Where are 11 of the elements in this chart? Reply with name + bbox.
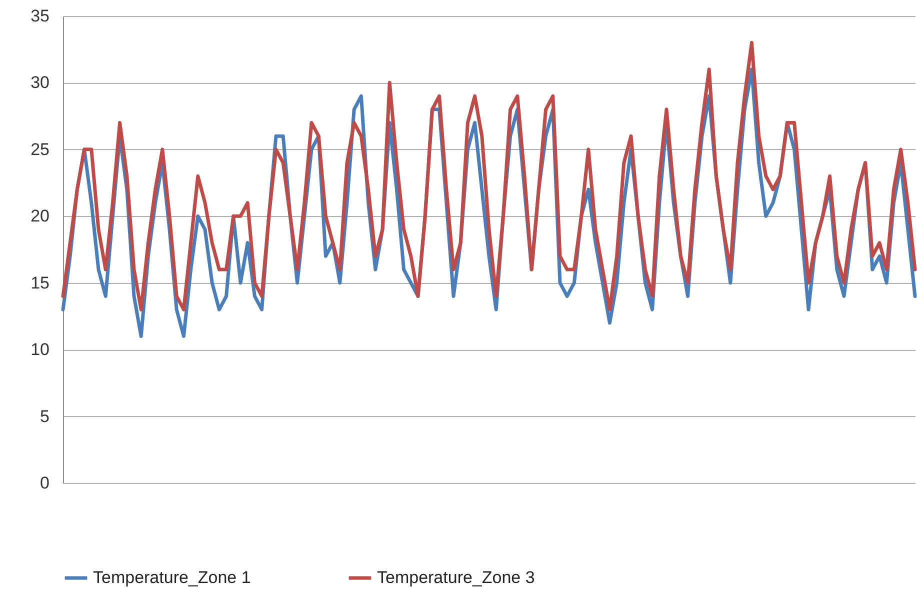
y-tick-label: 30 xyxy=(30,73,50,92)
line-series xyxy=(61,40,917,312)
y-tick-label: 20 xyxy=(30,206,50,226)
y-tick-label: 5 xyxy=(40,406,50,426)
y-tick-label: 15 xyxy=(30,273,50,292)
y-tick-label: 35 xyxy=(30,6,50,26)
y-tick-label: 10 xyxy=(30,340,50,360)
legend-label: Temperature_Zone 3 xyxy=(377,568,535,587)
y-tick-label: 0 xyxy=(40,474,50,492)
legend-label: Temperature_Zone 1 xyxy=(93,568,251,587)
y-tick-label: 25 xyxy=(30,140,50,159)
